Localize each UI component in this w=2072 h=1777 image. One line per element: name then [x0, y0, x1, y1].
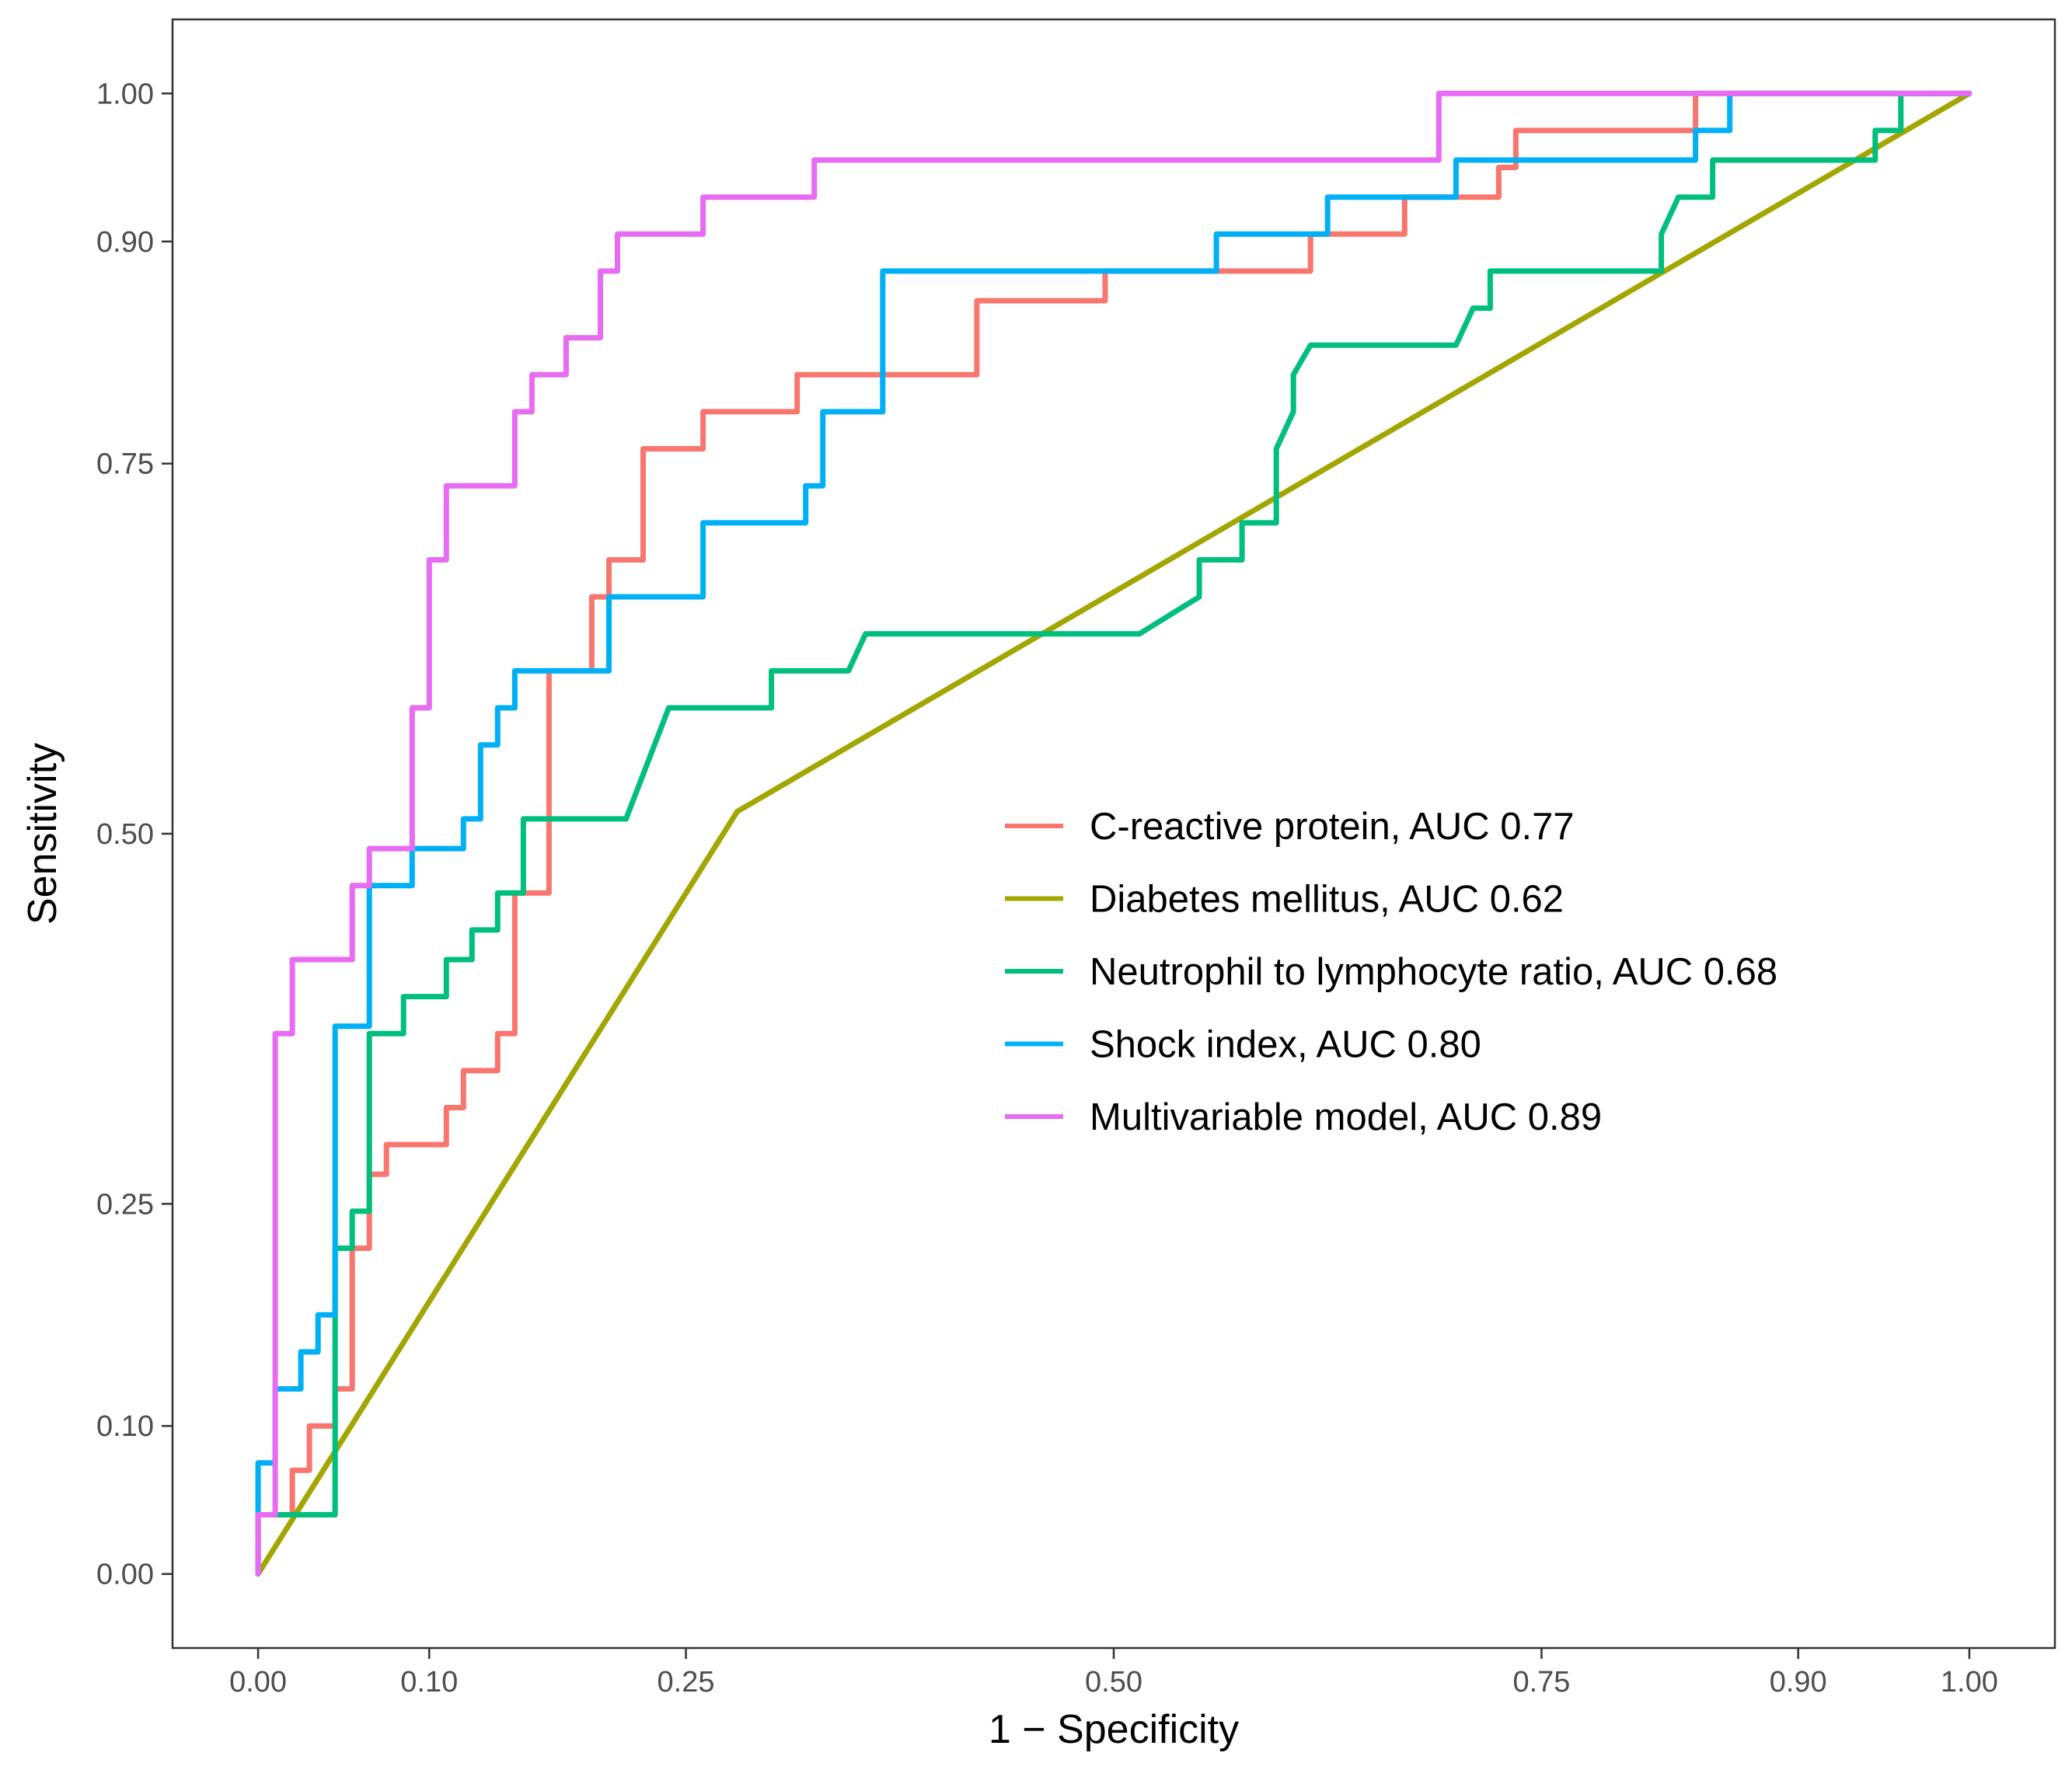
- x-tick-label: 0.10: [400, 1666, 458, 1699]
- y-tick-label: 1.00: [96, 78, 154, 110]
- x-tick-label: 0.90: [1770, 1666, 1827, 1699]
- x-tick-label: 0.50: [1085, 1666, 1142, 1699]
- legend: C-reactive protein, AUC 0.77 Diabetes mel…: [1005, 806, 1777, 1138]
- x-axis-title: 1 − Specificity: [989, 1707, 1239, 1752]
- diabetes-mellitus-curve: [255, 90, 1973, 1577]
- x-tick-label: 0.75: [1512, 1666, 1570, 1699]
- legend-label: Neutrophil to lymphocyte ratio, AUC 0.68: [1090, 951, 1777, 993]
- legend-label: Shock index, AUC 0.80: [1090, 1024, 1481, 1066]
- x-tick-label: 0.00: [229, 1666, 287, 1699]
- x-tick-label: 1.00: [1941, 1666, 1998, 1699]
- x-axis: 0.00 0.10 0.25 0.50 0.75 0.90 1.00: [229, 1648, 1998, 1699]
- y-tick-label: 0.00: [96, 1559, 154, 1591]
- multivariable-model-curve: [255, 90, 1973, 1577]
- y-axis-title: Sensitivity: [20, 743, 65, 925]
- plot-panel: [171, 18, 2056, 1650]
- y-tick-label: 0.75: [96, 448, 154, 481]
- roc-curves: [255, 90, 1973, 1577]
- legend-label: C-reactive protein, AUC 0.77: [1090, 806, 1575, 848]
- y-tick-label: 0.25: [96, 1188, 154, 1221]
- neutrophil-to-lymphocyte-ratio-curve: [255, 90, 1973, 1577]
- y-tick-label: 0.90: [96, 226, 154, 259]
- y-tick-label: 0.50: [96, 818, 154, 851]
- legend-label: Multivariable model, AUC 0.89: [1090, 1096, 1602, 1138]
- y-tick-label: 0.10: [96, 1410, 154, 1443]
- legend-label: Diabetes mellitus, AUC 0.62: [1090, 879, 1564, 921]
- shock-index-curve: [255, 90, 1973, 1577]
- y-axis: 0.00 0.10 0.25 0.50 0.75 0.90 1.00: [96, 78, 173, 1591]
- x-tick-label: 0.25: [658, 1666, 715, 1699]
